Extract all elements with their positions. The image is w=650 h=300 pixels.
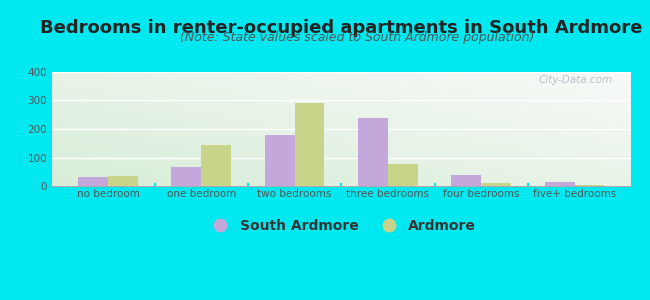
Bar <box>294 103 324 186</box>
Bar <box>202 145 231 186</box>
Bar <box>172 167 202 186</box>
Bar <box>388 164 418 186</box>
Bar <box>108 176 138 186</box>
Bar <box>575 184 604 186</box>
Title: Bedrooms in renter-occupied apartments in South Ardmore: Bedrooms in renter-occupied apartments i… <box>40 19 642 37</box>
Text: (Note: State values scaled to South Ardmore population): (Note: State values scaled to South Ardm… <box>180 32 535 44</box>
Bar <box>545 182 575 186</box>
Bar <box>481 183 511 186</box>
Bar <box>78 177 108 186</box>
Bar <box>358 118 388 186</box>
Bar <box>451 175 481 186</box>
Legend: South Ardmore, Ardmore: South Ardmore, Ardmore <box>201 213 482 238</box>
Bar <box>265 135 294 186</box>
Text: City-Data.com: City-Data.com <box>539 75 613 85</box>
